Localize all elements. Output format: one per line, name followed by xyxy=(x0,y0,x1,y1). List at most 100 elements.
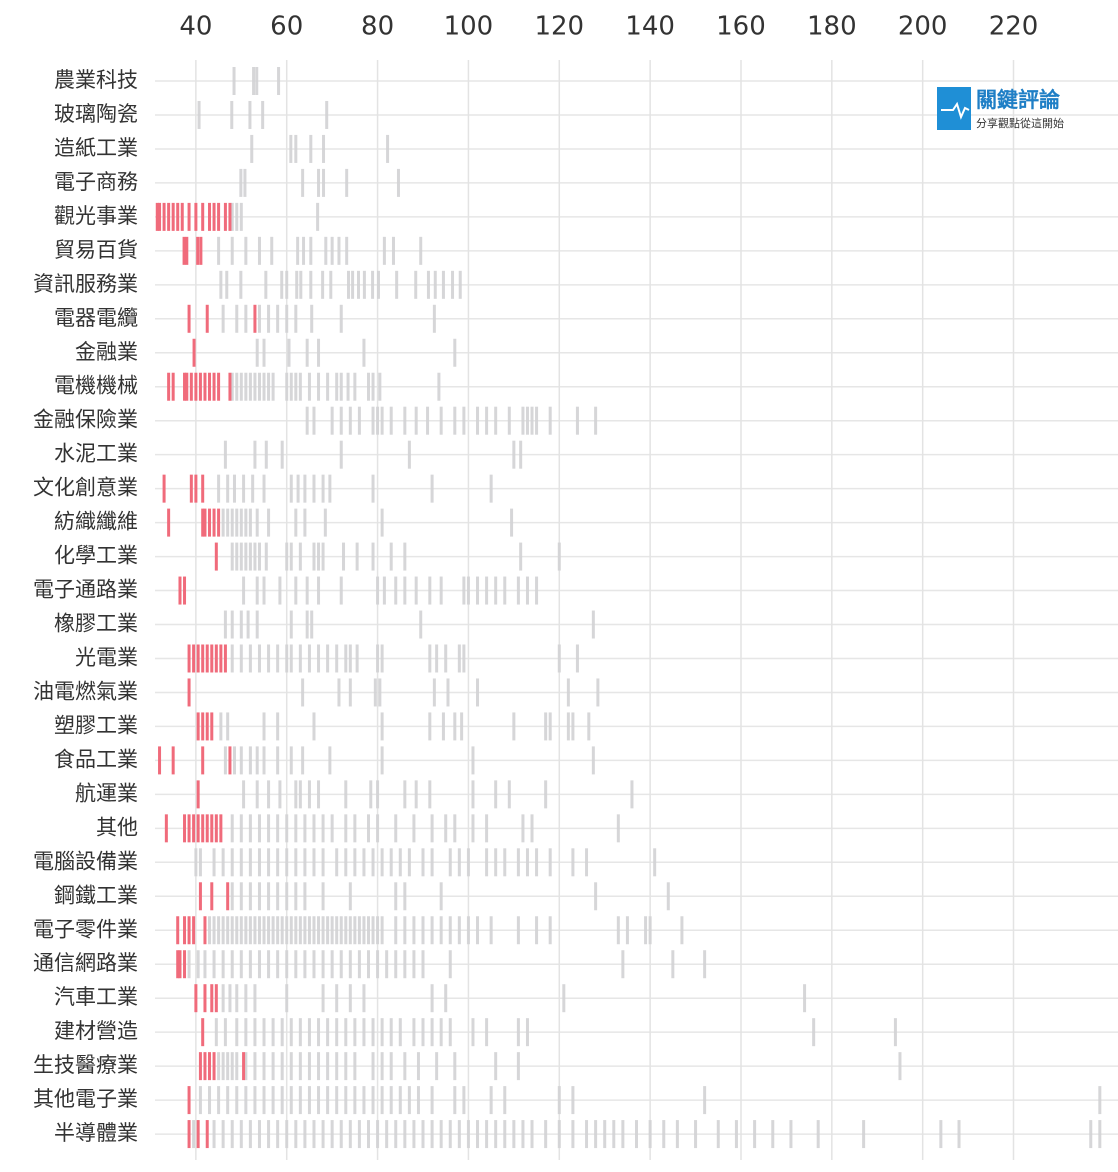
strip-mark xyxy=(398,1086,402,1115)
strip-mark xyxy=(451,270,455,299)
strip-mark xyxy=(635,1120,638,1149)
strip-mark xyxy=(248,100,252,129)
strip-mark xyxy=(257,916,261,945)
strip-mark xyxy=(305,610,309,639)
strip-mark xyxy=(196,950,200,979)
strip-mark xyxy=(239,202,243,231)
strip-mark xyxy=(439,1018,443,1047)
strip-mark xyxy=(416,1052,420,1081)
strip-mark xyxy=(255,67,259,95)
strip-mark xyxy=(357,406,361,435)
strip-mark xyxy=(226,1052,230,1081)
strip-mark xyxy=(312,848,316,877)
strip-mark xyxy=(371,1052,375,1081)
strip-mark xyxy=(285,372,289,401)
strip-mark xyxy=(309,134,313,163)
strip-mark xyxy=(219,712,223,741)
strip-mark xyxy=(680,916,684,945)
strip-mark xyxy=(512,440,516,469)
strip-mark xyxy=(271,372,275,401)
strip-mark xyxy=(255,576,259,605)
strip-mark xyxy=(322,134,326,163)
strip-mark xyxy=(267,814,271,843)
strip-mark xyxy=(630,780,634,809)
strip-mark xyxy=(466,1120,470,1149)
strip-mark xyxy=(262,1052,266,1081)
strip-mark xyxy=(309,270,313,299)
strip-mark xyxy=(430,1086,434,1115)
strip-mark xyxy=(414,780,418,809)
highlight-mark xyxy=(201,814,205,843)
strip-mark xyxy=(321,984,325,1013)
highlight-mark xyxy=(187,304,191,333)
strip-mark xyxy=(294,882,298,911)
strip-mark xyxy=(312,406,316,435)
strip-mark xyxy=(380,712,384,741)
strip-mark xyxy=(342,542,346,571)
strip-mark xyxy=(448,848,452,877)
highlight-mark xyxy=(203,508,207,537)
strip-mark xyxy=(366,950,370,979)
strip-mark xyxy=(348,950,352,979)
strip-mark xyxy=(430,1018,434,1047)
highlight-mark xyxy=(214,814,218,843)
highlight-mark xyxy=(183,916,187,945)
strip-mark xyxy=(382,236,386,265)
strip-mark xyxy=(294,576,298,605)
strip-mark xyxy=(662,1120,666,1149)
strip-mark xyxy=(398,848,402,877)
strip-mark xyxy=(389,1052,393,1081)
strip-mark xyxy=(226,508,230,537)
strip-mark xyxy=(321,916,325,945)
strip-mark xyxy=(221,304,225,333)
strip-mark xyxy=(430,474,434,503)
strip-mark xyxy=(285,270,289,299)
strip-mark xyxy=(299,270,303,299)
strip-mark xyxy=(494,780,498,809)
strip-mark xyxy=(335,1052,339,1081)
strip-mark xyxy=(248,1120,252,1149)
strip-mark xyxy=(312,712,316,741)
strip-mark xyxy=(248,916,252,945)
strip-mark xyxy=(255,780,259,809)
strip-mark xyxy=(280,1018,284,1047)
strip-mark xyxy=(453,814,457,843)
strip-mark xyxy=(253,916,257,945)
strip-mark xyxy=(303,814,307,843)
strip-mark xyxy=(566,678,570,707)
strip-mark xyxy=(280,1052,284,1081)
strip-mark xyxy=(302,236,306,265)
highlight-mark xyxy=(212,202,216,231)
strip-mark xyxy=(226,916,230,945)
highlight-mark xyxy=(223,644,227,673)
strip-mark xyxy=(267,882,271,911)
strip-mark xyxy=(219,270,223,299)
strip-mark xyxy=(421,916,425,945)
strip-mark xyxy=(317,916,321,945)
strip-mark xyxy=(530,1120,534,1149)
strip-mark xyxy=(348,916,352,945)
strip-mark xyxy=(276,304,280,333)
highlight-mark xyxy=(162,202,166,231)
strip-mark xyxy=(512,712,516,741)
strip-mark xyxy=(439,882,443,911)
highlight-mark xyxy=(178,950,182,979)
strip-mark xyxy=(494,848,498,877)
strip-mark xyxy=(339,406,343,435)
highlight-mark xyxy=(196,644,200,673)
strip-mark xyxy=(519,440,523,469)
strip-mark xyxy=(235,372,239,401)
strip-mark xyxy=(239,610,243,639)
strip-mark xyxy=(507,406,511,435)
strip-mark xyxy=(476,678,480,707)
strip-mark xyxy=(262,712,266,741)
strip-mark xyxy=(248,746,252,775)
highlight-mark xyxy=(212,1052,216,1081)
highlight-mark xyxy=(196,1120,200,1149)
strip-mark xyxy=(271,916,275,945)
highlight-mark xyxy=(171,372,175,401)
strip-mark xyxy=(348,644,352,673)
strip-mark xyxy=(591,610,595,639)
strip-mark xyxy=(939,1120,943,1149)
strip-mark xyxy=(262,474,266,503)
